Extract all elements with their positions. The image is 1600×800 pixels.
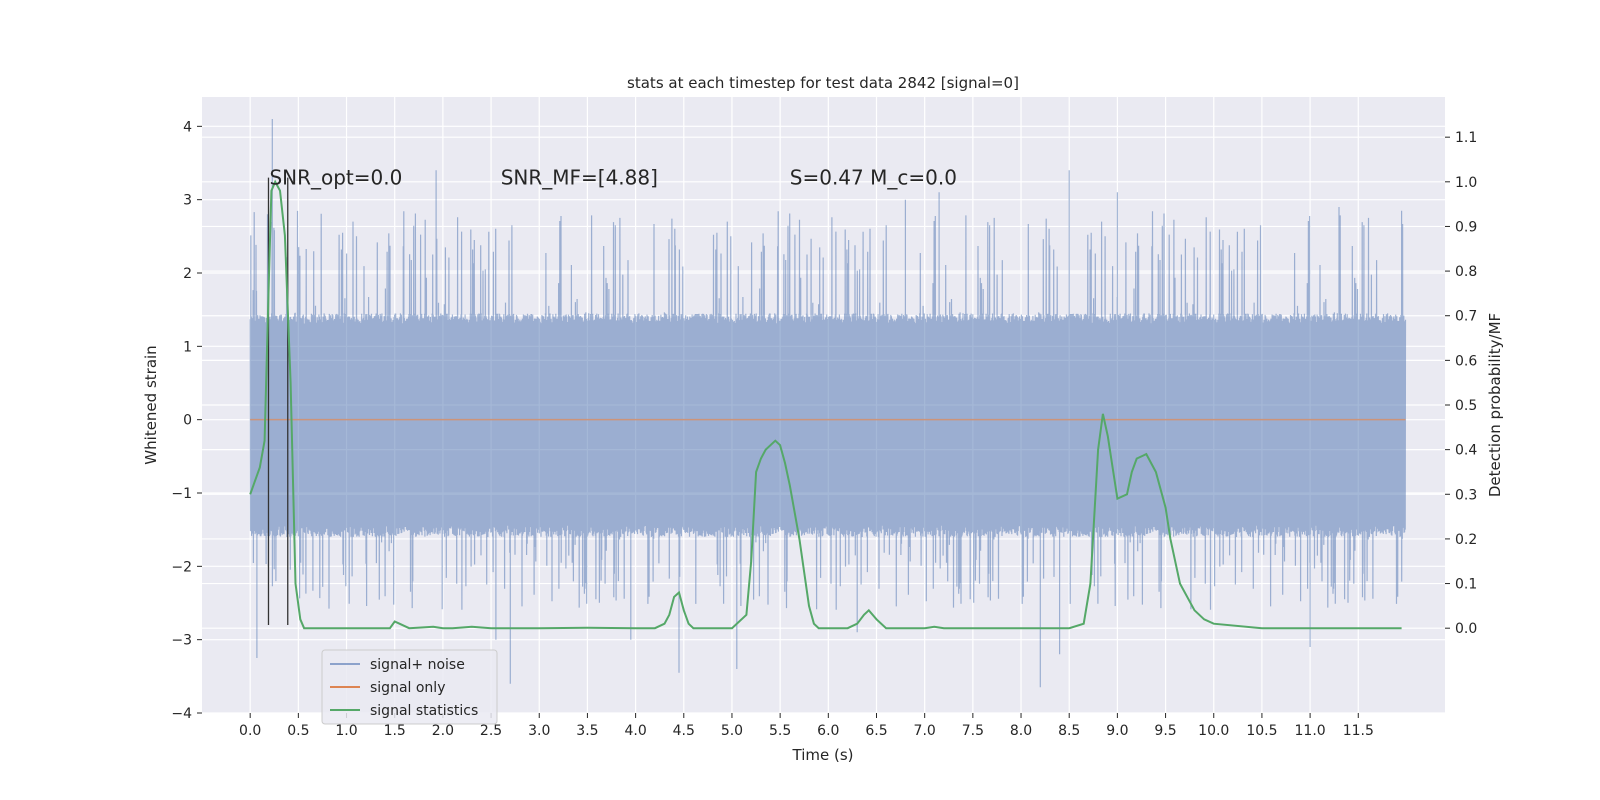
y-tick-label: 3 [183,193,192,209]
y-tick-label: −2 [171,559,192,575]
y2-tick-label: 0.3 [1455,487,1477,503]
signal-statistics-line [249,179,1402,630]
y-tick-label: −1 [171,486,192,502]
chart-title: stats at each timestep for test data 284… [627,74,1019,92]
x-tick-label: 1.5 [384,723,406,739]
y2-tick-label: 0.8 [1455,264,1477,280]
x-tick-label: 7.5 [962,723,984,739]
x-tick-label: 1.0 [335,723,357,739]
y2-tick-label: 0.2 [1455,532,1477,548]
x-tick-label: 6.0 [817,723,839,739]
y2-axis-ticks: 1.1 1.0 0.9 0.8 0.7 0.6 0.5 0.4 0.3 0.2 0.1 0.0 [1445,130,1477,637]
y2-tick-label: 0.4 [1455,443,1477,459]
x-tick-label: 5.0 [721,723,743,739]
legend-box [321,649,498,725]
legend-label: signal+ noise [370,657,465,673]
x-tick-label: 3.5 [576,723,598,739]
x-tick-label: 9.0 [1106,723,1128,739]
y2-tick-label: 0.7 [1455,309,1477,325]
y-tick-label: −3 [171,633,192,649]
x-tick-label: 9.5 [1154,723,1176,739]
y-tick-label: 1 [183,339,192,355]
y2-tick-label: 0.5 [1455,398,1477,414]
annotations: SNR_opt=0.0 SNR_MF=[4.88] S=0.47 M_c=0.0 [269,166,956,190]
x-tick-label: 8.0 [1010,723,1032,739]
y2-tick-label: 0.9 [1455,219,1477,235]
y-axis-ticks: 4 3 2 1 0 −1 −2 −3 −4 [171,119,202,722]
y-tick-label: 4 [183,119,192,135]
y-tick-label: −4 [171,706,192,722]
x-tick-label: 2.5 [480,723,502,739]
y-tick-label: 2 [183,266,192,282]
legend: signal+ noise signal only signal statistic… [321,649,498,725]
x-tick-label: 11.0 [1295,723,1326,739]
y-axis-label: Whitened strain [142,345,160,464]
x-tick-label: 8.5 [1058,723,1080,739]
x-tick-label: 10.5 [1246,723,1277,739]
signal-statistics-series [249,179,1402,630]
y2-axis-label: Detection probability/MF [1486,313,1504,497]
annotation-0: SNR_opt=0.0 [269,166,402,190]
x-tick-label: 3.0 [528,723,550,739]
x-axis-ticks: 0.0 0.5 1.0 1.5 2.0 2.5 3.0 3.5 4.0 4.5 5.0 5.5 6.0 6… [239,713,1374,739]
x-tick-label: 4.5 [673,723,695,739]
y2-tick-label: 0.0 [1455,621,1477,637]
y2-tick-label: 0.1 [1455,577,1477,593]
y2-tick-label: 0.6 [1455,353,1477,369]
y2-tick-label: 1.0 [1455,175,1477,191]
annotation-2: S=0.47 M_c=0.0 [790,166,957,190]
x-tick-label: 0.0 [239,723,261,739]
legend-label: signal only [370,680,445,696]
signal-plus-noise-series [249,119,1407,688]
x-tick-label: 7.0 [914,723,936,739]
x-tick-label: 0.5 [287,723,309,739]
x-tick-label: 4.0 [624,723,646,739]
signal-plus-noise-line [249,119,1407,688]
x-axis-label: Time (s) [792,746,854,764]
vertical-markers [267,177,289,625]
x-tick-label: 5.5 [769,723,791,739]
x-tick-label: 11.5 [1343,723,1374,739]
x-tick-label: 10.0 [1198,723,1229,739]
annotation-1: SNR_MF=[4.88] [501,166,658,190]
y2-tick-label: 1.1 [1455,130,1477,146]
y-tick-label: 0 [183,413,192,429]
x-tick-label: 6.5 [865,723,887,739]
x-tick-label: 2.0 [432,723,454,739]
legend-label: signal statistics [370,703,478,719]
